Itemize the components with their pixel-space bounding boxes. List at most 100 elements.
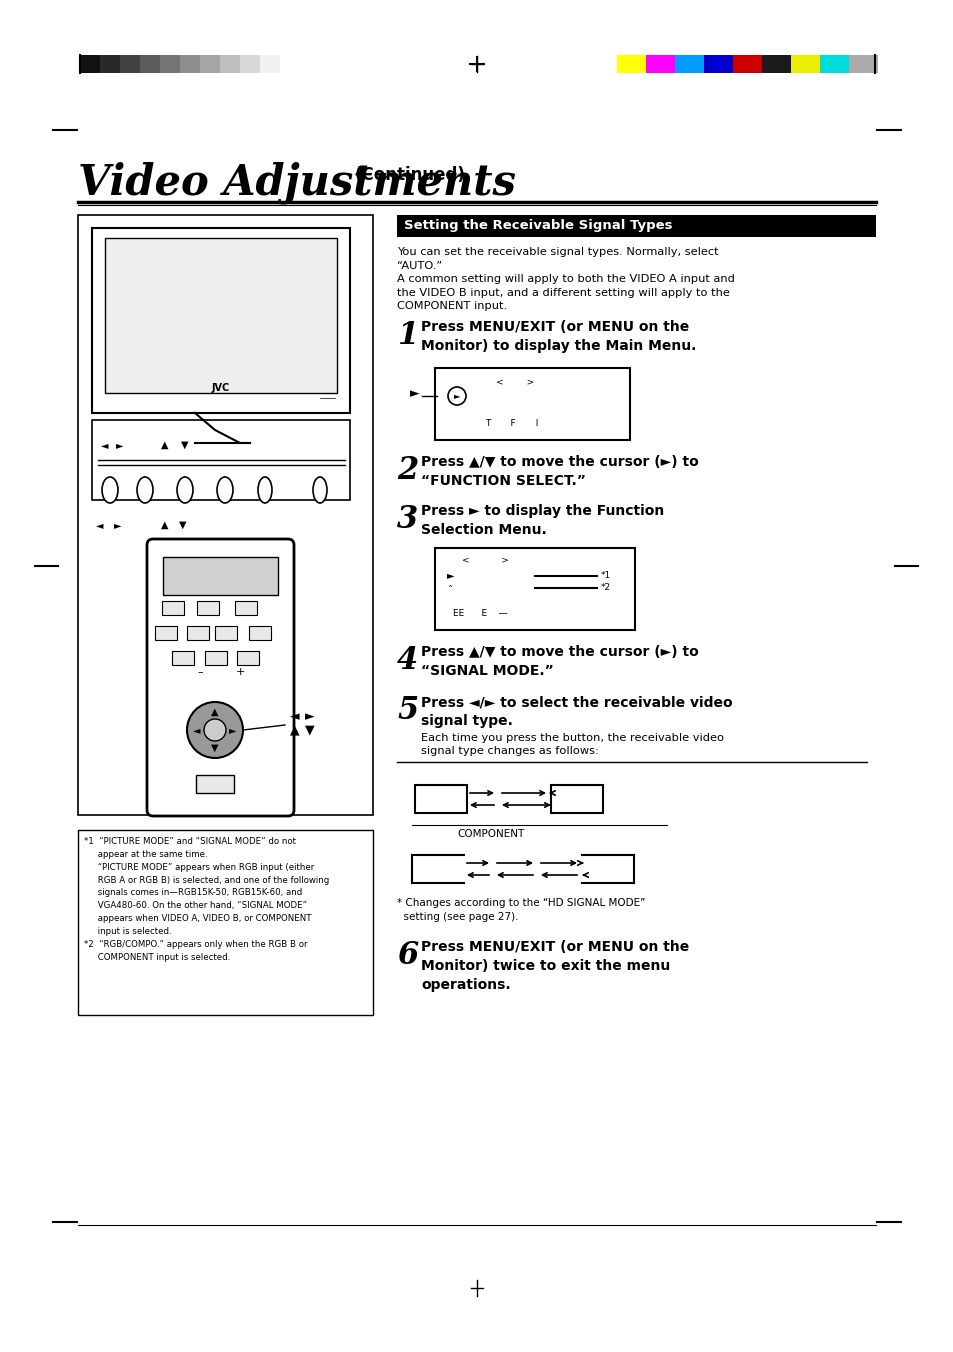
Bar	[234, 602, 256, 615]
Bar	[435, 548, 635, 630]
Text: (Continued): (Continued)	[355, 166, 465, 184]
Text: Press ▲/▼ to move the cursor (►) to
“SIGNAL MODE.”: Press ▲/▼ to move the cursor (►) to “SIG…	[420, 645, 698, 677]
Bar	[236, 652, 258, 665]
Bar	[162, 602, 184, 615]
Bar	[617, 55, 645, 73]
Bar	[91, 420, 350, 500]
Bar	[675, 55, 703, 73]
Bar	[280, 55, 299, 73]
Bar	[163, 557, 277, 595]
Bar	[761, 55, 790, 73]
Text: Press ► to display the Function
Selection Menu.: Press ► to display the Function Selectio…	[420, 504, 663, 537]
Text: <        >: < >	[496, 379, 534, 387]
Bar	[205, 652, 227, 665]
Bar	[214, 626, 236, 639]
Text: ▼: ▼	[305, 723, 314, 737]
Bar	[790, 55, 820, 73]
Ellipse shape	[313, 477, 327, 503]
Bar	[100, 55, 120, 73]
Text: EE      E    —: EE E —	[453, 608, 507, 618]
Ellipse shape	[257, 477, 272, 503]
Text: ▲: ▲	[211, 707, 218, 717]
Text: *1  “PICTURE MODE” and “SIGNAL MODE” do not
     appear at the same time.
     “: *1 “PICTURE MODE” and “SIGNAL MODE” do n…	[84, 837, 329, 961]
Text: 1: 1	[396, 320, 417, 352]
Bar	[848, 55, 877, 73]
Text: ▲: ▲	[161, 439, 169, 450]
Text: Setting the Receivable Signal Types: Setting the Receivable Signal Types	[403, 219, 672, 233]
Ellipse shape	[216, 477, 233, 503]
Text: T       F       I: T F I	[484, 419, 537, 427]
Text: You can set the receivable signal types. Normally, select
“AUTO.”
A common setti: You can set the receivable signal types.…	[396, 247, 734, 311]
Bar	[91, 228, 350, 412]
Bar	[120, 55, 140, 73]
Text: ►: ►	[410, 388, 419, 400]
Text: ►: ►	[116, 439, 124, 450]
Text: ▼: ▼	[211, 744, 218, 753]
Bar	[396, 215, 875, 237]
Bar	[195, 775, 233, 794]
Bar	[180, 55, 200, 73]
Bar	[196, 602, 219, 615]
Text: ►: ►	[229, 725, 236, 735]
Ellipse shape	[137, 477, 152, 503]
Text: ◄: ◄	[193, 725, 200, 735]
Ellipse shape	[102, 477, 118, 503]
Bar	[172, 652, 193, 665]
Text: 2: 2	[396, 456, 417, 485]
Text: Press ◄/► to select the receivable video
signal type.: Press ◄/► to select the receivable video…	[420, 695, 732, 727]
Bar	[249, 626, 271, 639]
Text: COMPONENT: COMPONENT	[456, 829, 524, 840]
Text: ►: ►	[454, 392, 459, 400]
Bar	[78, 215, 373, 815]
Text: JVC: JVC	[212, 383, 230, 393]
Bar	[645, 55, 675, 73]
Bar	[551, 786, 602, 813]
Bar	[732, 55, 761, 73]
Text: 6: 6	[396, 940, 417, 971]
Text: –: –	[197, 667, 203, 677]
Text: ◄: ◄	[101, 439, 109, 450]
FancyBboxPatch shape	[147, 539, 294, 817]
Text: +: +	[235, 667, 244, 677]
Bar	[240, 55, 260, 73]
Bar	[187, 626, 209, 639]
Circle shape	[187, 702, 243, 758]
Text: ▼: ▼	[179, 521, 187, 530]
Bar	[140, 55, 160, 73]
Bar	[435, 368, 629, 439]
Bar	[154, 626, 177, 639]
Bar	[260, 55, 280, 73]
Circle shape	[204, 719, 226, 741]
Text: ▲: ▲	[161, 521, 169, 530]
Ellipse shape	[177, 477, 193, 503]
Bar	[415, 786, 467, 813]
Text: * Changes according to the “HD SIGNAL MODE”
  setting (see page 27).: * Changes according to the “HD SIGNAL MO…	[396, 898, 644, 922]
Text: ►: ►	[447, 571, 454, 580]
Text: ◄: ◄	[96, 521, 104, 530]
Text: 5: 5	[396, 695, 417, 726]
Text: ◄: ◄	[290, 711, 299, 723]
Bar	[105, 238, 336, 393]
Text: Video Adjustments: Video Adjustments	[78, 162, 516, 204]
Text: Press ▲/▼ to move the cursor (►) to
“FUNCTION SELECT.”: Press ▲/▼ to move the cursor (►) to “FUN…	[420, 456, 698, 488]
Bar	[80, 55, 100, 73]
Circle shape	[448, 387, 465, 406]
Bar	[820, 55, 848, 73]
Text: ˆ: ˆ	[447, 585, 452, 596]
Text: *2: *2	[600, 584, 611, 592]
Text: ▼: ▼	[181, 439, 189, 450]
Text: Each time you press the button, the receivable video
signal type changes as foll: Each time you press the button, the rece…	[420, 733, 723, 756]
Text: *1: *1	[600, 572, 611, 580]
Bar	[78, 830, 373, 1015]
Text: Press MENU/EXIT (or MENU on the
Monitor) twice to exit the menu
operations.: Press MENU/EXIT (or MENU on the Monitor)…	[420, 940, 688, 992]
Bar	[200, 55, 220, 73]
Text: ►: ►	[305, 711, 314, 723]
Text: 4: 4	[396, 645, 417, 676]
Text: ▲: ▲	[290, 723, 299, 737]
Bar	[220, 55, 240, 73]
Text: ►: ►	[114, 521, 122, 530]
Bar	[703, 55, 732, 73]
Bar	[160, 55, 180, 73]
Text: <           >: < >	[461, 556, 508, 565]
Text: Press MENU/EXIT (or MENU on the
Monitor) to display the Main Menu.: Press MENU/EXIT (or MENU on the Monitor)…	[420, 320, 696, 353]
